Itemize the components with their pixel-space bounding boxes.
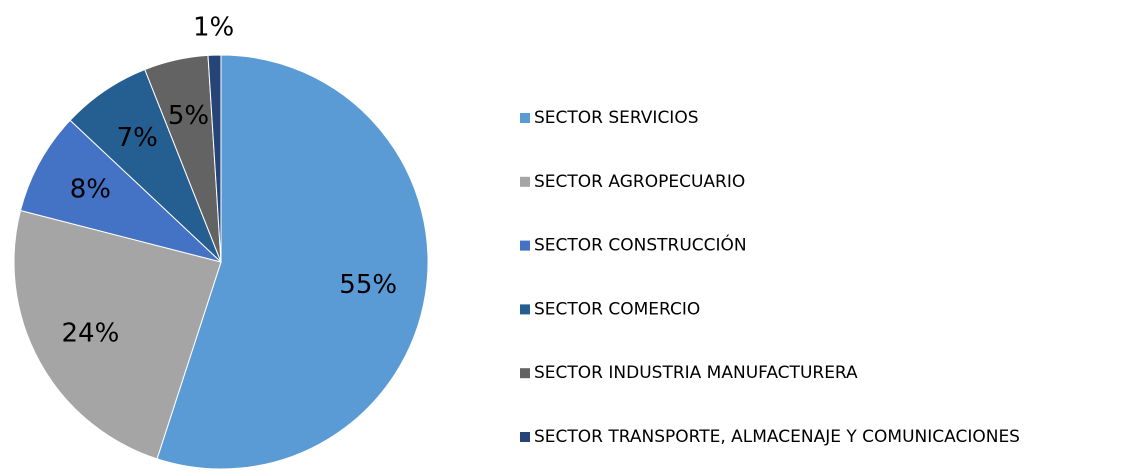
data-label: 8% bbox=[70, 175, 111, 205]
legend-label: SECTOR INDUSTRIA MANUFACTURERA bbox=[534, 363, 858, 383]
legend-swatch bbox=[520, 304, 530, 315]
data-label: 55% bbox=[339, 270, 397, 300]
legend-swatch bbox=[520, 113, 530, 123]
pie-slice bbox=[19, 119, 222, 263]
pie-slice bbox=[156, 54, 429, 470]
data-label: 24% bbox=[61, 318, 119, 348]
legend-label: SECTOR SERVICIOS bbox=[534, 108, 699, 128]
legend-label: SECTOR CONSTRUCCIÓN bbox=[534, 234, 747, 256]
pie-slice bbox=[13, 209, 222, 460]
legend-swatch bbox=[520, 368, 530, 379]
legend-swatch bbox=[520, 432, 530, 442]
legend-label: SECTOR TRANSPORTE, ALMACENAJE Y COMUNICA… bbox=[534, 427, 1020, 447]
data-label: 1% bbox=[193, 13, 234, 43]
data-label: 7% bbox=[117, 123, 158, 153]
legend-label: SECTOR AGROPECUARIO bbox=[534, 172, 745, 192]
data-label: 5% bbox=[168, 101, 209, 131]
pie-slice bbox=[207, 54, 222, 263]
legend-label: SECTOR COMERCIO bbox=[534, 299, 700, 319]
legend-swatch bbox=[520, 176, 530, 187]
legend-swatch bbox=[520, 240, 530, 251]
